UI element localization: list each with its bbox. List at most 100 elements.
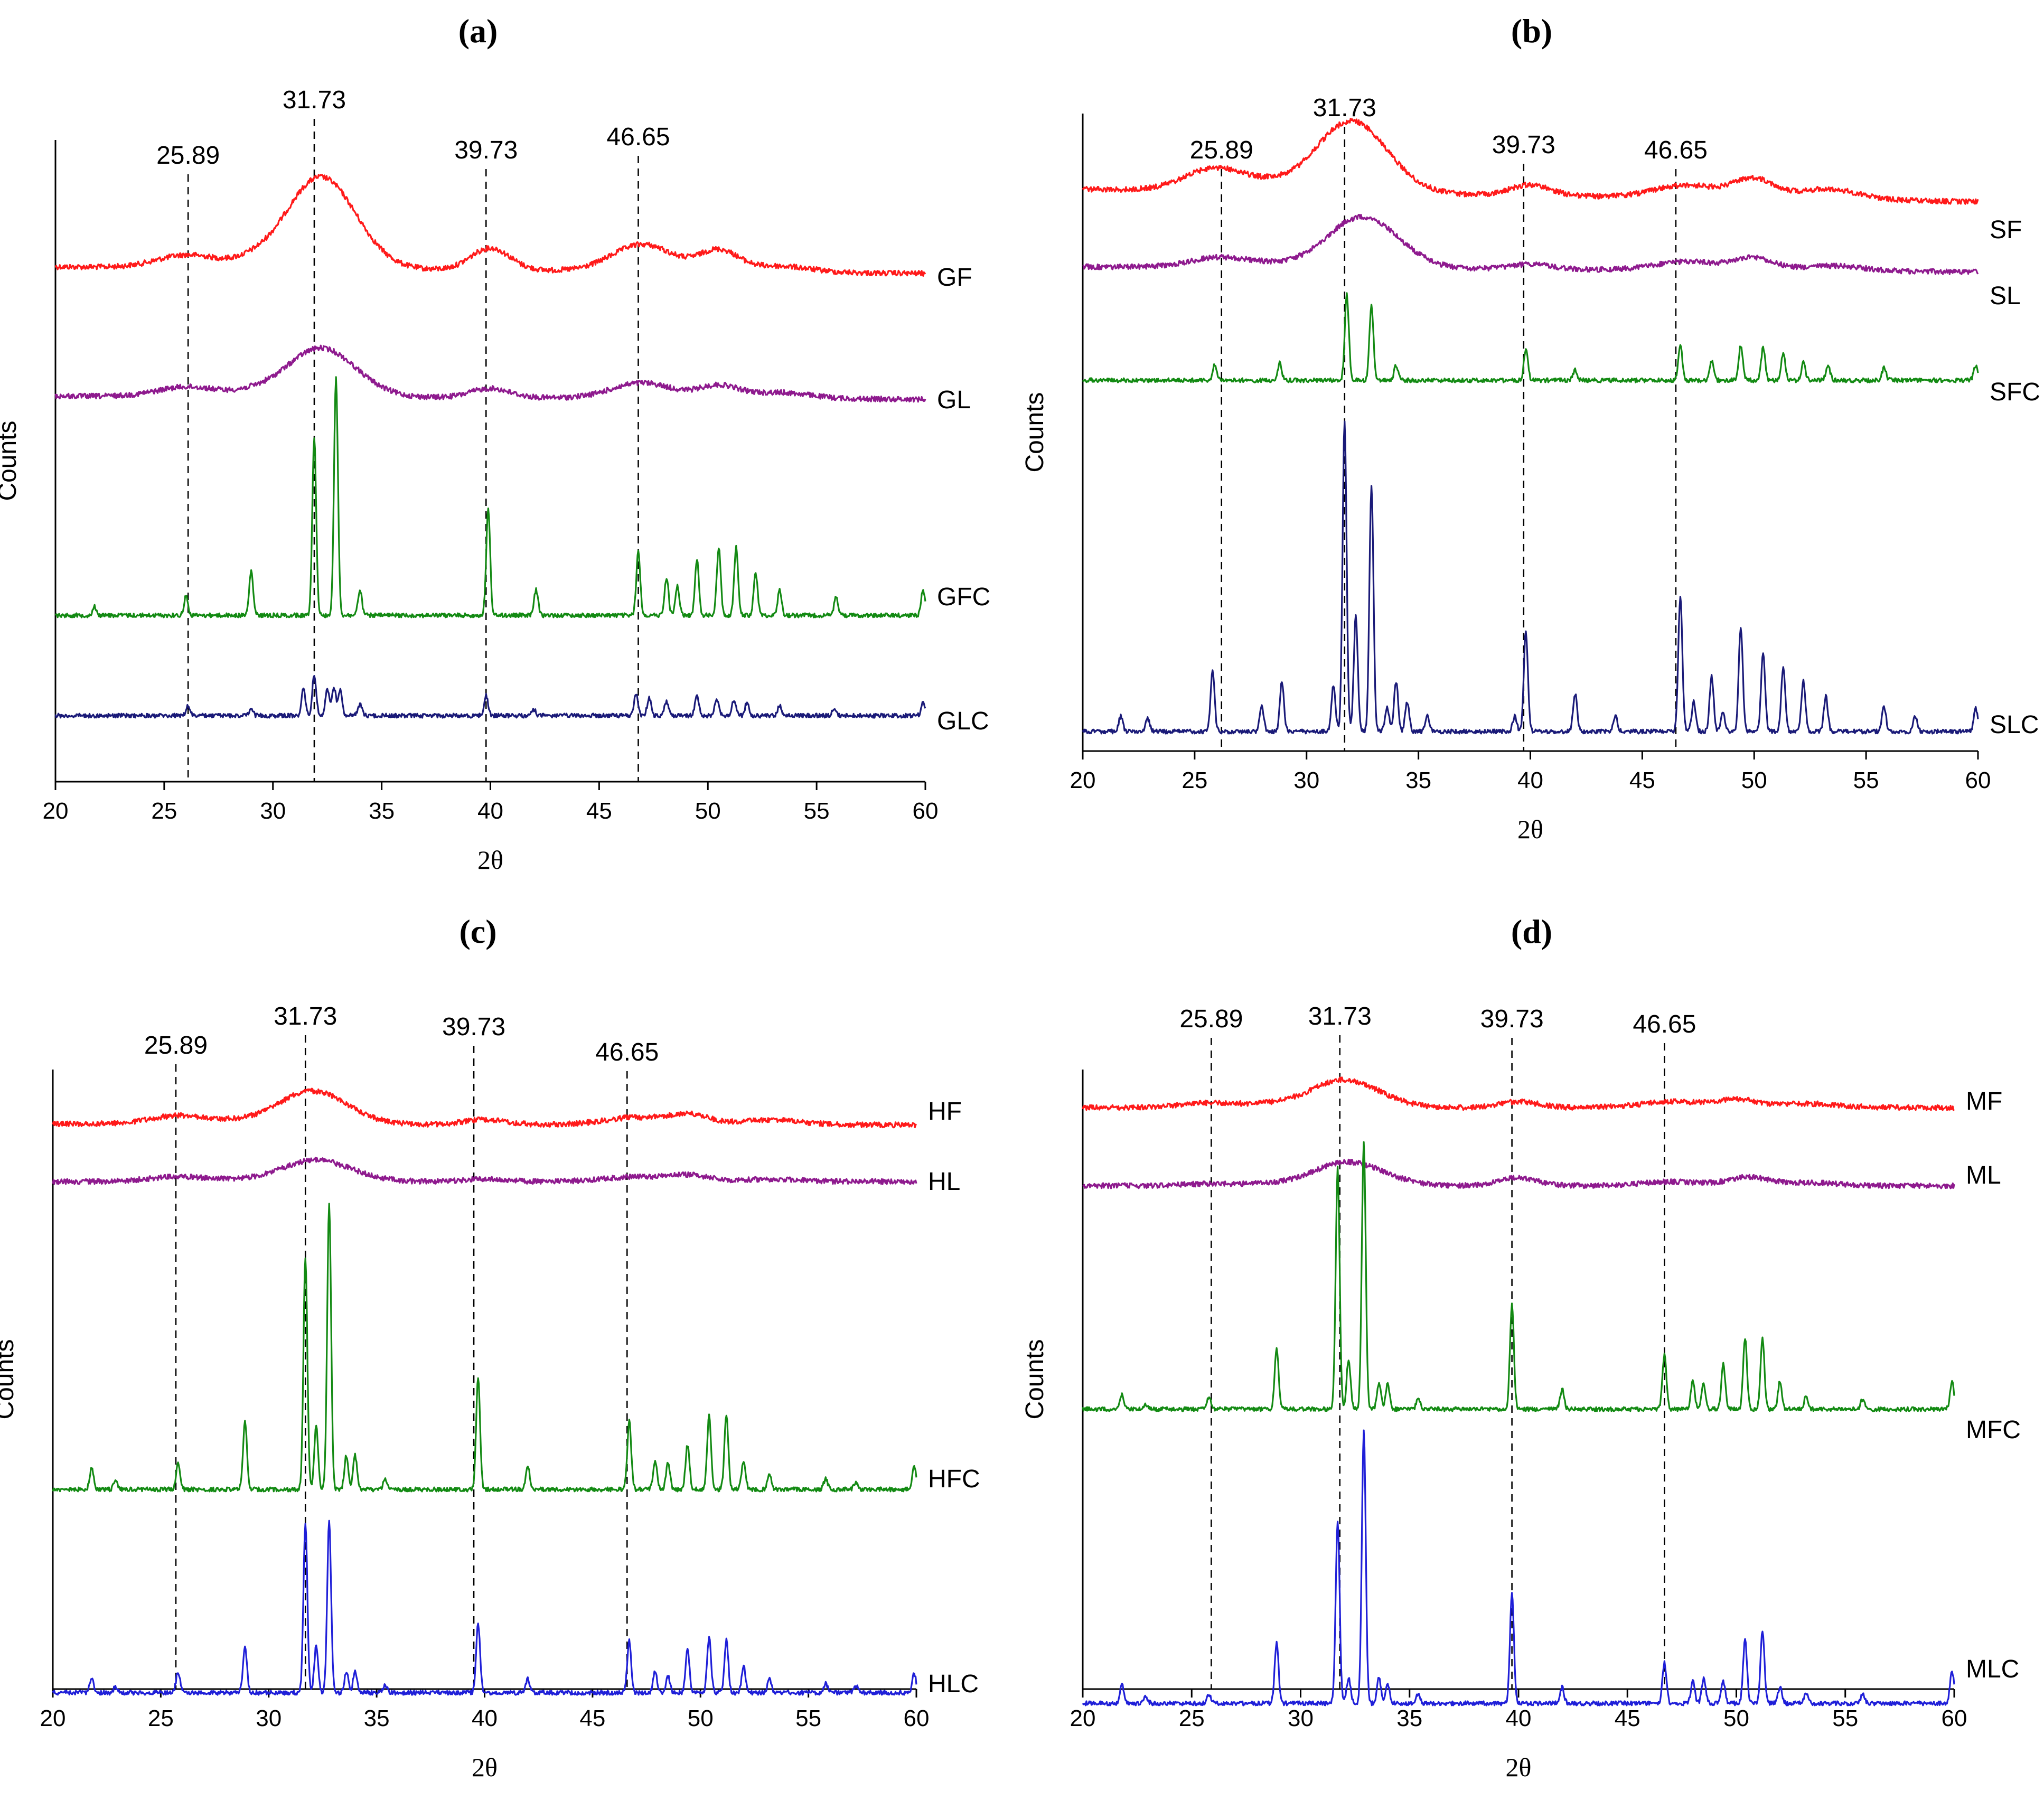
reference-label: 46.65 [1633,1010,1696,1038]
series-label: SF [1990,216,2022,244]
x-tick-label: 25 [1182,767,1207,793]
x-tick-label: 25 [148,1705,174,1731]
reference-label: 25.89 [144,1032,208,1059]
x-axis-label: 2θ [472,1752,498,1782]
panel-label: (c) [459,913,496,950]
reference-label: 31.73 [1313,94,1376,122]
panel-c: (c) 20 25 30 35 40 45 50 55 60 2θ Counts 25.89 31.73 3… [0,913,980,1782]
panel-label: (d) [1511,913,1552,950]
x-axis-label: 2θ [1506,1752,1532,1782]
reference-label: 31.73 [283,86,346,114]
series-label: SFC [1990,378,2040,406]
series-line-GL [54,344,926,403]
x-tick-label: 35 [364,1705,390,1731]
series-label: MF [1966,1087,2002,1115]
x-tick-label: 45 [1615,1705,1640,1731]
series-label: MLC [1966,1655,2019,1683]
series-line-HFC [52,1203,917,1493]
series-label: SLC [1990,711,2039,739]
series-line-ML [1082,1158,1955,1189]
reference-label: 46.65 [606,123,670,151]
series-line-HLC [52,1520,917,1696]
series-line-HF [52,1087,917,1129]
x-tick-label: 60 [1942,1705,1967,1731]
x-tick-label: 30 [1293,767,1319,793]
reference-label: 25.89 [1179,1005,1243,1033]
x-tick-label: 55 [795,1705,821,1731]
series-label: HF [928,1098,962,1126]
x-tick-label: 20 [1070,1705,1096,1731]
x-tick-label: 45 [579,1705,605,1731]
panel-label: (b) [1511,12,1552,50]
x-tick-label: 55 [1853,767,1879,793]
x-tick-label: 20 [40,1705,66,1731]
x-tick-label: 40 [477,798,503,824]
x-axis-label: 2θ [477,845,503,875]
x-tick-label: 50 [695,798,721,824]
series-line-SF [1082,118,1979,205]
series-line-HL [52,1157,917,1185]
series-label: HFC [928,1465,980,1493]
series-line-SL [1082,214,1979,275]
reference-label: 31.73 [274,1002,337,1030]
y-axis-label: Counts [1021,1339,1049,1419]
y-axis-label: Counts [0,1339,19,1419]
reference-label: 25.89 [156,142,220,170]
x-tick-label: 25 [151,798,177,824]
reference-label: 39.73 [1480,1005,1544,1033]
series-line-MLC [1082,1429,1955,1707]
panel-a: (a) 20 25 30 35 40 45 50 55 60 2θ Counts 25.89 31.73 3… [0,12,990,875]
series-line-SFC [1082,292,1979,383]
reference-label: 39.73 [1492,131,1555,159]
x-tick-label: 35 [369,798,395,824]
x-tick-label: 50 [688,1705,714,1731]
x-tick-label: 60 [1965,767,1991,793]
series-label: MFC [1966,1416,2021,1444]
x-tick-label: 45 [586,798,612,824]
reference-label: 31.73 [1308,1002,1372,1030]
x-tick-label: 50 [1741,767,1767,793]
panel-b: (b) 20 25 30 35 40 45 50 55 60 2θ Counts 25.89 31.73 3… [1021,12,2040,844]
series-label: HLC [928,1670,979,1698]
x-tick-label: 30 [1288,1705,1314,1731]
x-tick-label: 60 [913,798,939,824]
reference-label: 25.89 [1190,136,1253,164]
series-line-MF [1082,1076,1955,1111]
x-tick-label: 30 [256,1705,282,1731]
series-line-GF [54,174,926,277]
x-tick-label: 40 [1506,1705,1532,1731]
x-tick-label: 50 [1723,1705,1749,1731]
series-line-MFC [1082,1141,1955,1412]
panel-label: (a) [458,12,498,50]
series-line-SLC [1082,420,1979,735]
reference-label: 39.73 [454,136,518,164]
x-axis-label: 2θ [1517,814,1543,844]
reference-label: 46.65 [595,1038,659,1066]
x-tick-label: 40 [472,1705,498,1731]
series-line-GLC [54,674,926,719]
x-tick-label: 20 [43,798,69,824]
series-label: HL [928,1168,960,1196]
y-axis-label: Counts [0,420,22,501]
series-label: GF [937,264,972,292]
x-tick-label: 35 [1405,767,1431,793]
x-tick-label: 55 [804,798,830,824]
series-label: GFC [937,583,990,611]
x-tick-label: 60 [904,1705,930,1731]
x-tick-label: 45 [1629,767,1655,793]
reference-label: 46.65 [1644,136,1708,164]
panel-d: (d) 20 25 30 35 40 45 50 55 60 2θ Counts 25.89 31.73 3… [1021,913,2021,1782]
x-tick-label: 40 [1517,767,1543,793]
series-line-GFC [54,376,926,618]
x-tick-label: 55 [1832,1705,1858,1731]
series-label: ML [1966,1161,2001,1189]
x-tick-label: 20 [1070,767,1096,793]
series-label: SL [1990,282,2021,310]
reference-label: 39.73 [442,1013,505,1041]
x-tick-label: 35 [1396,1705,1422,1731]
x-tick-label: 25 [1179,1705,1205,1731]
series-label: GLC [937,707,989,735]
y-axis-label: Counts [1021,392,1049,472]
x-tick-label: 30 [260,798,286,824]
